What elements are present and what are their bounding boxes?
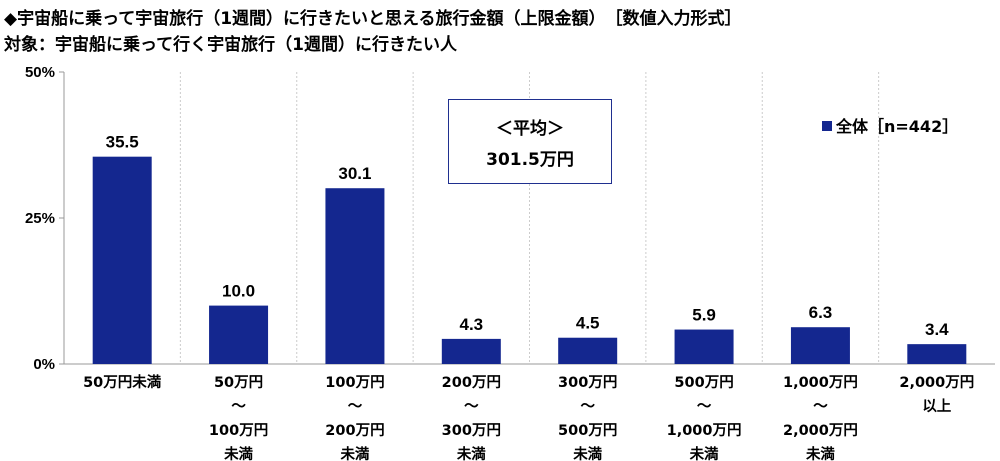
bar <box>325 188 385 364</box>
x-tick-label: ～ <box>348 399 363 415</box>
x-tick-label: 200万円 <box>325 422 384 439</box>
x-tick-label: ～ <box>580 399 595 415</box>
x-tick-label: 300万円 <box>442 422 501 439</box>
bar <box>907 344 967 364</box>
x-tick-label: 300万円 <box>558 374 617 391</box>
x-tick-label: 未満 <box>456 445 486 461</box>
bar <box>441 338 501 364</box>
x-tick-label: ～ <box>464 399 479 415</box>
x-tick-label: 未満 <box>689 445 719 461</box>
x-tick-label: ～ <box>231 399 246 415</box>
bar <box>674 329 734 364</box>
bar-value-label: 3.4 <box>925 320 949 339</box>
bar-value-label: 10.0 <box>222 282 255 301</box>
x-tick-label: 未満 <box>805 445 835 461</box>
chart-subtitle: 対象：宇宙船に乗って行く宇宙旅行（1週間）に行きたい人 <box>4 35 457 55</box>
legend-swatch <box>822 121 832 131</box>
bar-value-label: 4.3 <box>459 315 483 334</box>
x-tick-label: 1,000万円 <box>667 422 742 439</box>
x-tick-label: 2,000万円 <box>899 374 974 391</box>
legend-label: 全体［n=442］ <box>836 117 959 136</box>
average-label: ＜平均＞ <box>496 119 564 139</box>
legend: 全体［n=442］ <box>822 113 958 137</box>
x-tick-label: ～ <box>813 399 828 415</box>
x-tick-label: 500万円 <box>558 422 617 439</box>
bar <box>790 327 850 364</box>
bar <box>558 337 618 364</box>
x-tick-label: 2,000万円 <box>783 422 858 439</box>
average-value: 301.5万円 <box>486 150 574 170</box>
x-tick-label: 1,000万円 <box>783 374 858 391</box>
x-tick-label: 100万円 <box>209 422 268 439</box>
x-tick-label: 未満 <box>339 445 369 461</box>
x-tick-label: 200万円 <box>442 374 501 391</box>
y-tick-label: 25% <box>25 210 55 227</box>
x-tick-label: 未満 <box>223 445 253 461</box>
x-tick-label: 100万円 <box>325 374 384 391</box>
bar-value-label: 5.9 <box>692 306 716 325</box>
y-tick-label: 50% <box>25 64 55 81</box>
bar <box>92 156 152 364</box>
x-tick-label: 以上 <box>922 398 951 415</box>
bar <box>209 305 269 364</box>
bar-value-label: 30.1 <box>338 164 371 183</box>
x-tick-label: 500万円 <box>674 374 733 391</box>
x-tick-label: 50万円未満 <box>83 373 162 391</box>
x-tick-label: 50万円 <box>214 374 263 391</box>
bar-value-label: 6.3 <box>809 303 833 322</box>
average-box: ＜平均＞ 301.5万円 <box>448 99 612 184</box>
chart-title: ◆宇宙船に乗って宇宙旅行（1週間）に行きたいと思える旅行金額（上限金額） ［数値… <box>4 9 742 29</box>
bar-value-label: 4.5 <box>576 314 600 333</box>
y-tick-label: 0% <box>33 356 55 373</box>
x-tick-label: ～ <box>697 399 712 415</box>
bar-value-label: 35.5 <box>106 133 139 152</box>
x-tick-label: 未満 <box>572 445 602 461</box>
